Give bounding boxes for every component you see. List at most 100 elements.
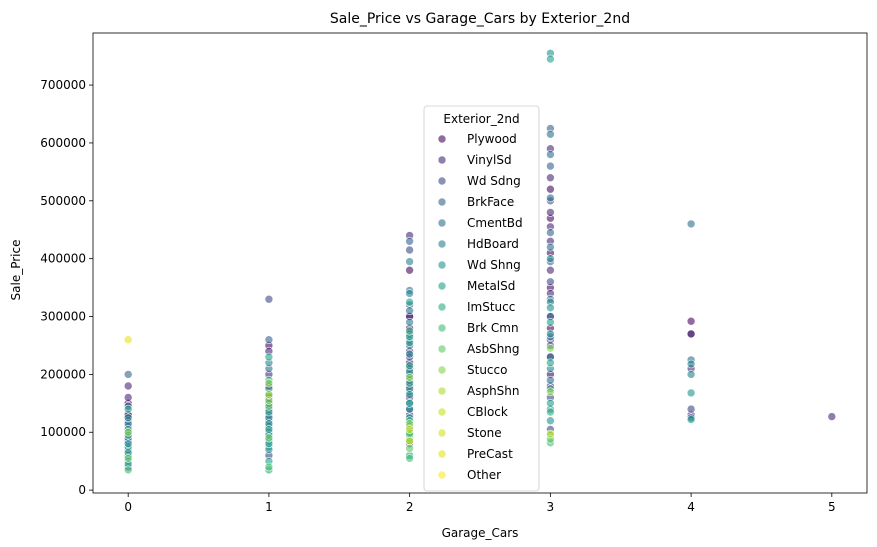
data-point	[686, 219, 696, 229]
legend-marker	[437, 239, 447, 249]
data-point	[405, 349, 414, 359]
data-point	[405, 361, 414, 371]
data-point	[546, 277, 555, 287]
data-point	[405, 425, 414, 434]
data-point	[123, 404, 133, 414]
legend-marker	[437, 281, 447, 291]
data-point	[686, 388, 696, 398]
legend-label: HdBoard	[467, 237, 519, 251]
data-point	[546, 429, 555, 439]
legend-marker	[437, 386, 447, 396]
data-point	[546, 416, 555, 426]
data-point	[546, 375, 555, 385]
data-point	[546, 173, 555, 182]
legend-marker	[437, 428, 447, 438]
legend-label: PreCast	[467, 447, 513, 461]
data-point	[546, 54, 555, 64]
legend-label: MetalSd	[467, 279, 515, 293]
legend-marker	[437, 470, 447, 480]
legend-label: ImStucc	[467, 300, 515, 314]
y-tick-label: 100000	[40, 425, 86, 439]
y-tick-label: 0	[78, 483, 86, 497]
chart-title: Sale_Price vs Garage_Cars by Exterior_2n…	[330, 11, 630, 27]
data-point	[123, 381, 133, 391]
data-point	[264, 335, 274, 345]
data-point	[123, 439, 133, 449]
data-point	[405, 444, 414, 453]
data-point	[264, 378, 274, 388]
legend-box	[423, 105, 540, 492]
x-tick-label: 2	[406, 500, 414, 514]
y-tick-label: 600000	[40, 136, 86, 150]
data-point	[546, 329, 555, 339]
axes: 0 1 2 3 4 5 0 100000 200000 300000 400000 500000 600…	[40, 32, 868, 514]
data-point	[686, 370, 696, 379]
y-tick-label: 700000	[40, 78, 86, 92]
data-point	[405, 297, 414, 307]
data-point	[686, 329, 696, 339]
data-point	[264, 390, 274, 399]
data-point	[264, 425, 274, 434]
legend-label: CBlock	[467, 405, 508, 419]
x-tick-label: 3	[547, 500, 555, 514]
legend: Exterior_2nd Plywood VinylSd Wd Sdng BrkFace…	[423, 105, 540, 492]
data-point	[405, 372, 414, 382]
data-point	[405, 398, 414, 408]
legend-marker	[437, 449, 447, 459]
data-point	[405, 289, 414, 298]
legend-title: Exterior_2nd	[443, 112, 519, 126]
data-point	[123, 370, 133, 379]
legend-label: AsbShng	[467, 342, 520, 356]
x-axis-label: Garage_Cars	[442, 526, 519, 540]
data-point	[546, 254, 555, 264]
y-tick-label: 400000	[40, 252, 86, 266]
y-axis-label: Sale_Price	[9, 240, 23, 301]
legend-marker	[437, 407, 447, 417]
data-point	[546, 208, 555, 217]
data-point	[405, 326, 414, 336]
legend-marker	[437, 323, 447, 333]
legend-label: Wd Sdng	[467, 174, 521, 188]
data-point	[405, 453, 414, 463]
data-point	[546, 265, 555, 275]
data-point	[546, 150, 555, 159]
data-point	[546, 193, 555, 203]
data-point	[264, 352, 274, 362]
x-tick-label: 0	[124, 500, 132, 514]
y-tick-label: 300000	[40, 310, 86, 324]
data-point	[546, 161, 555, 171]
legend-label: Stone	[467, 426, 502, 440]
data-point	[546, 343, 555, 353]
y-tick-label: 200000	[40, 367, 86, 381]
plot-area	[123, 48, 837, 475]
y-tick-label: 500000	[40, 194, 86, 208]
data-point	[827, 412, 837, 421]
data-point	[686, 359, 696, 369]
legend-marker	[437, 155, 447, 165]
data-point	[686, 316, 696, 326]
data-point	[686, 404, 696, 414]
legend-marker	[437, 260, 447, 270]
legend-label: Other	[467, 468, 501, 482]
data-point	[546, 303, 555, 313]
data-point	[686, 415, 696, 424]
data-point	[405, 317, 414, 327]
x-tick-label: 1	[265, 500, 273, 514]
x-tick-label: 4	[687, 500, 695, 514]
data-point	[546, 130, 555, 139]
data-point	[123, 427, 133, 437]
data-point	[264, 433, 274, 443]
data-point	[405, 265, 414, 275]
legend-marker	[437, 218, 447, 228]
data-point	[546, 184, 555, 194]
legend-label: CmentBd	[467, 216, 523, 230]
legend-label: VinylSd	[467, 153, 512, 167]
data-point	[546, 317, 555, 327]
legend-label: Plywood	[467, 132, 517, 146]
data-point	[405, 436, 414, 446]
legend-marker	[437, 197, 447, 207]
data-point	[405, 306, 414, 316]
x-tick-label: 5	[828, 500, 836, 514]
data-point	[123, 465, 133, 475]
data-point	[405, 237, 414, 246]
